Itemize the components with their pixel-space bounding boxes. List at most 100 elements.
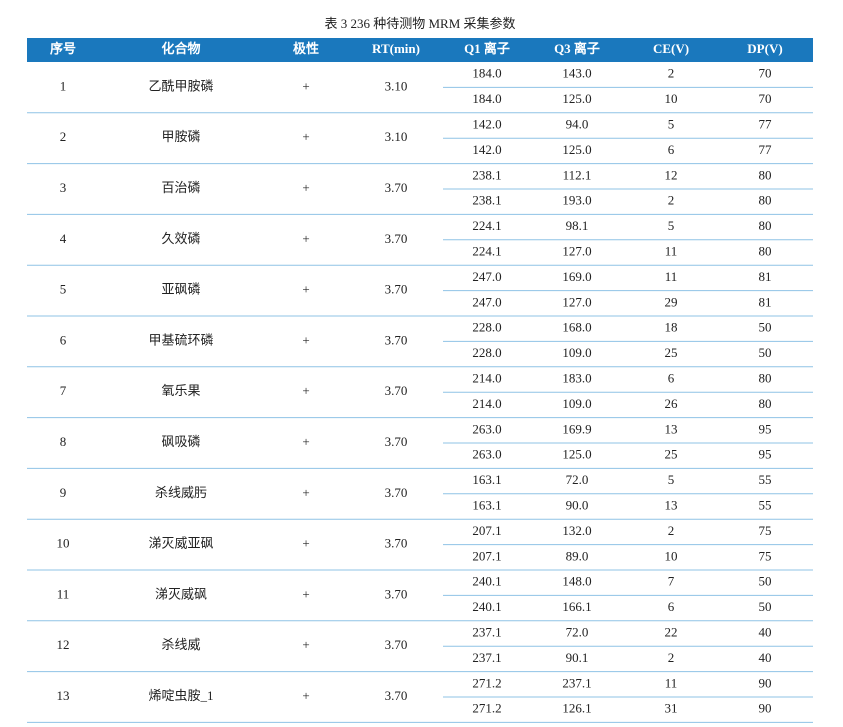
transition-value: 5 (668, 116, 675, 131)
row-no: 9 (60, 485, 67, 500)
transition-value: 80 (759, 167, 772, 182)
polarity: + (302, 485, 309, 500)
transition-value: 6 (668, 599, 675, 614)
retention-time: 3.70 (385, 637, 408, 652)
header-cell: Q1 离子 (464, 41, 510, 56)
transition-value: 50 (759, 345, 772, 360)
transition-value: 50 (759, 320, 772, 335)
transition-value: 169.0 (562, 269, 591, 284)
transition-value: 70 (759, 66, 772, 81)
transition-value: 224.1 (472, 218, 501, 233)
transition-value: 109.0 (562, 396, 591, 411)
transition-value: 169.9 (562, 421, 591, 436)
polarity: + (302, 282, 309, 297)
transition-value: 184.0 (472, 91, 501, 106)
transition-value: 90 (759, 701, 772, 716)
transition-value: 228.0 (472, 345, 501, 360)
header-bar (27, 38, 813, 62)
transition-value: 207.1 (472, 523, 501, 538)
polarity: + (302, 129, 309, 144)
transition-value: 40 (759, 650, 772, 665)
transition-value: 126.1 (562, 701, 591, 716)
transition-value: 13 (665, 421, 678, 436)
transition-value: 77 (759, 142, 773, 157)
transition-value: 127.0 (562, 243, 591, 258)
retention-time: 3.10 (385, 78, 408, 93)
transition-value: 31 (665, 701, 678, 716)
retention-time: 3.70 (385, 282, 408, 297)
retention-time: 3.70 (385, 536, 408, 551)
transition-value: 207.1 (472, 548, 501, 563)
transition-value: 95 (759, 447, 772, 462)
transition-value: 183.0 (562, 370, 591, 385)
retention-time: 3.70 (385, 434, 408, 449)
transition-value: 125.0 (562, 91, 591, 106)
compound-name: 甲胺磷 (161, 129, 200, 144)
transition-value: 12 (665, 167, 678, 182)
retention-time: 3.70 (385, 231, 408, 246)
header-cell: CE(V) (653, 41, 689, 56)
transition-value: 75 (759, 548, 772, 563)
transition-value: 271.2 (472, 701, 501, 716)
transition-value: 89.0 (566, 548, 589, 563)
polarity: + (302, 637, 309, 652)
row-no: 3 (60, 180, 67, 195)
row-no: 6 (60, 332, 67, 347)
compound-name: 久效磷 (161, 231, 200, 246)
transition-value: 22 (665, 624, 678, 639)
transition-value: 238.1 (472, 193, 501, 208)
transition-value: 80 (759, 193, 772, 208)
transition-value: 40 (759, 624, 772, 639)
row-no: 8 (60, 434, 67, 449)
transition-value: 132.0 (562, 523, 591, 538)
transition-value: 25 (665, 345, 678, 360)
transition-value: 95 (759, 421, 772, 436)
retention-time: 3.10 (385, 129, 408, 144)
transition-value: 55 (759, 497, 772, 512)
header-cell: 序号 (50, 41, 76, 56)
transition-value: 29 (665, 294, 678, 309)
header-cell: DP(V) (747, 41, 782, 56)
transition-value: 13 (665, 497, 678, 512)
transition-value: 10 (665, 91, 678, 106)
polarity: + (302, 586, 309, 601)
transition-value: 6 (668, 142, 675, 157)
transition-value: 238.1 (472, 167, 501, 182)
transition-value: 148.0 (562, 574, 591, 589)
transition-value: 7 (668, 574, 675, 589)
transition-value: 55 (759, 472, 772, 487)
transition-value: 6 (668, 370, 675, 385)
transition-value: 72.0 (566, 472, 589, 487)
compound-name: 杀线威肟 (155, 485, 207, 500)
transition-value: 142.0 (472, 116, 501, 131)
row-no: 7 (60, 383, 67, 398)
transition-value: 263.0 (472, 447, 501, 462)
compound-name: 涕灭威亚砜 (148, 536, 213, 551)
transition-value: 5 (668, 472, 675, 487)
transition-value: 237.1 (472, 650, 501, 665)
polarity: + (302, 231, 309, 246)
transition-value: 247.0 (472, 269, 501, 284)
polarity: + (302, 78, 309, 93)
compound-name: 涕灭威砜 (155, 586, 207, 601)
transition-value: 90.0 (566, 497, 589, 512)
transition-value: 214.0 (472, 396, 501, 411)
row-no: 1 (60, 78, 67, 93)
transition-value: 77 (759, 116, 773, 131)
polarity: + (302, 332, 309, 347)
transition-value: 90 (759, 675, 772, 690)
transition-value: 25 (665, 447, 678, 462)
transition-value: 11 (665, 243, 678, 258)
transition-value: 163.1 (472, 472, 501, 487)
transition-value: 18 (665, 320, 678, 335)
retention-time: 3.70 (385, 688, 408, 703)
row-no: 10 (57, 536, 70, 551)
compound-name: 杀线威 (161, 637, 200, 652)
retention-time: 3.70 (385, 485, 408, 500)
transition-value: 80 (759, 370, 772, 385)
transition-value: 214.0 (472, 370, 501, 385)
transition-value: 94.0 (566, 116, 589, 131)
transition-value: 240.1 (472, 599, 501, 614)
compound-name: 亚砜磷 (161, 282, 200, 297)
transition-value: 228.0 (472, 320, 501, 335)
